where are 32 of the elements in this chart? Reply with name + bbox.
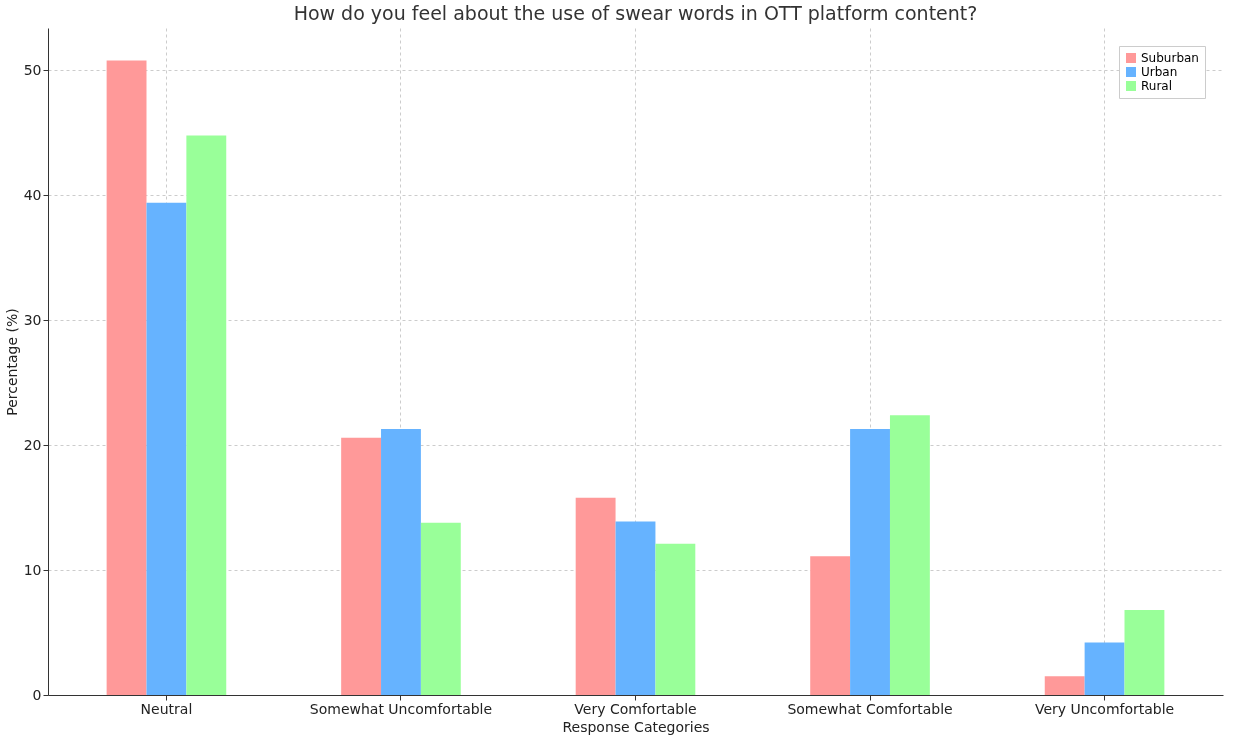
bar <box>186 135 227 695</box>
y-tick-label: 40 <box>23 186 42 203</box>
bar <box>381 428 421 695</box>
x-axis-title: Response Categories <box>562 718 710 735</box>
bar <box>1084 642 1125 695</box>
bar <box>420 522 461 695</box>
bar <box>106 60 147 695</box>
legend-label: Rural <box>1141 79 1173 93</box>
y-tick-label: 0 <box>32 686 42 703</box>
bar <box>889 415 930 695</box>
legend-label: Suburban <box>1141 51 1199 65</box>
bar <box>615 521 656 695</box>
x-tick-label: Very Comfortable <box>574 700 697 717</box>
chart-title: How do you feel about the use of swear words in OTT platform content? <box>293 2 978 24</box>
bar <box>1124 610 1165 695</box>
y-tick-label: 50 <box>23 61 42 78</box>
bar <box>810 556 851 695</box>
x-tick-label: Very Uncomfortable <box>1034 700 1175 717</box>
y-tick-label: 20 <box>23 436 42 453</box>
bar <box>655 543 696 695</box>
y-tick-label: 30 <box>23 311 42 328</box>
bar <box>146 202 187 695</box>
bar <box>1044 676 1085 695</box>
x-tick-label: Neutral <box>140 700 193 717</box>
y-tick-label: 10 <box>23 561 42 578</box>
bar <box>850 428 890 695</box>
x-tick-label: Somewhat Uncomfortable <box>309 700 493 717</box>
x-tick-label: Somewhat Comfortable <box>787 700 953 717</box>
y-axis-title: Percentage (%) <box>3 308 20 416</box>
legend-label: Urban <box>1141 65 1178 79</box>
bar <box>341 437 382 695</box>
bar <box>575 497 616 695</box>
